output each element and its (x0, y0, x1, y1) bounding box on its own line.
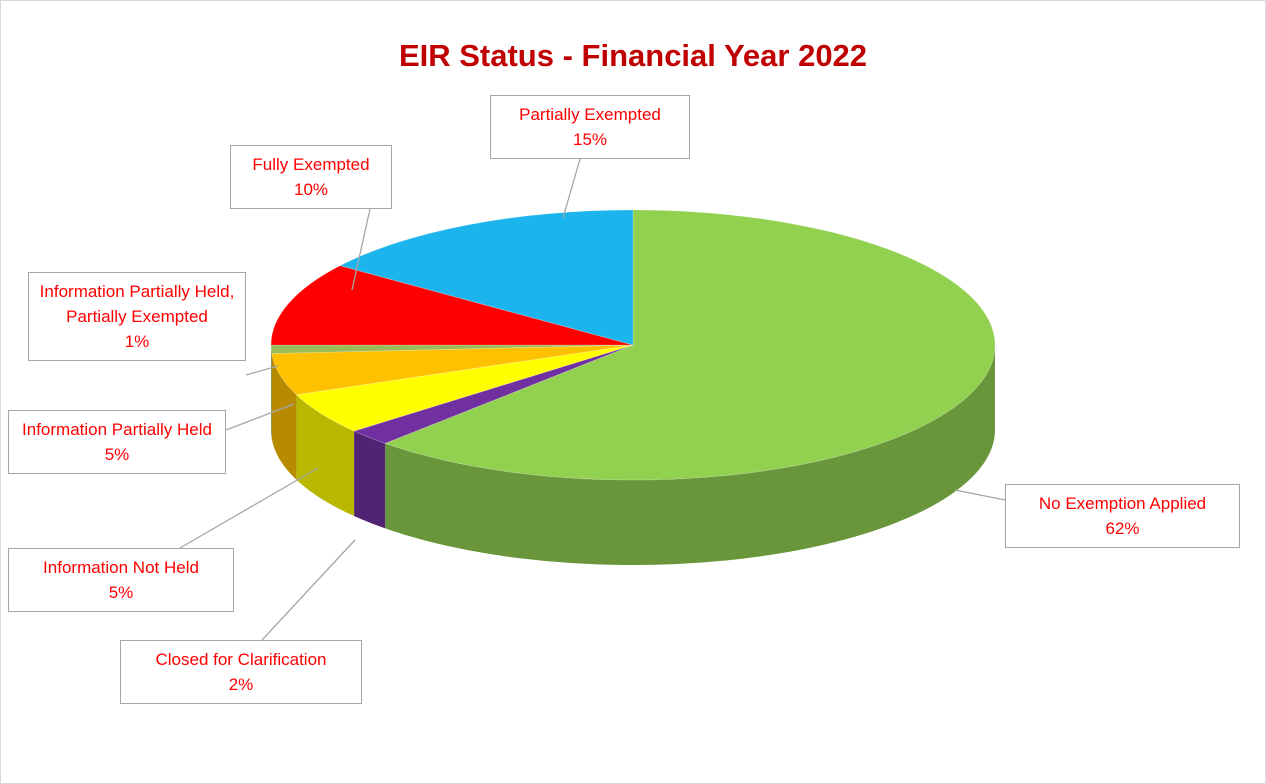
pie-slice (271, 344, 634, 396)
leader-line (562, 158, 581, 219)
label-name: Partially Exempted (519, 105, 661, 124)
leader-line (351, 208, 371, 291)
pie-slice (270, 344, 634, 354)
pie-side (385, 345, 995, 565)
label-name: No Exemption Applied (1038, 494, 1207, 513)
leader-line (261, 539, 356, 641)
label-name: Information Not Held (43, 558, 199, 577)
data-label: Information Not Held 5% (8, 548, 234, 612)
pie-side (354, 431, 386, 529)
label-name: Fully Exempted (252, 155, 370, 174)
label-value: 15% (572, 130, 608, 149)
leader-line (245, 365, 279, 376)
pie-slice (384, 209, 996, 481)
pie-side (271, 345, 272, 439)
data-label: Closed for Clarification 2% (120, 640, 362, 704)
pie-side (271, 353, 297, 480)
label-name: Closed for Clarification (155, 650, 327, 669)
leader-line (179, 467, 319, 549)
label-value: 10% (293, 180, 329, 199)
label-name: Information Partially Held, Partially Ex… (39, 282, 235, 326)
data-label: No Exemption Applied 62% (1005, 484, 1240, 548)
pie-side (296, 394, 355, 517)
pie-slice (270, 265, 634, 346)
data-label: Partially Exempted 15% (490, 95, 690, 159)
label-name: Information Partially Held (22, 420, 212, 439)
label-value: 1% (124, 332, 150, 351)
label-value: 2% (228, 675, 254, 694)
data-label: Information Partially Held, Partially Ex… (28, 272, 246, 361)
label-value: 62% (1105, 519, 1140, 538)
pie-slice (339, 209, 634, 346)
leader-line (225, 403, 295, 431)
data-label: Fully Exempted 10% (230, 145, 392, 209)
label-value: 5% (108, 583, 134, 602)
chart-title: EIR Status - Financial Year 2022 (399, 38, 867, 73)
leader-line (954, 489, 1006, 501)
data-label: Information Partially Held 5% (8, 410, 226, 474)
label-value: 5% (104, 445, 130, 464)
pie-slice (352, 344, 634, 444)
pie-slice (295, 344, 634, 432)
